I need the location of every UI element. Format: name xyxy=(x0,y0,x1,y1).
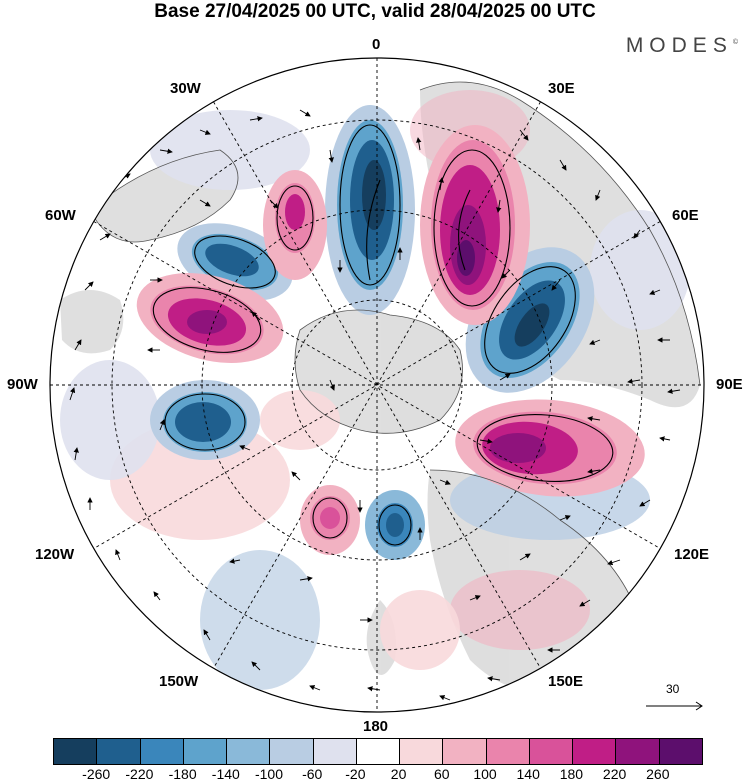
color-scale-tick-label: 20 xyxy=(390,766,407,782)
color-scale-tick-label: 260 xyxy=(646,766,670,782)
color-scale-tick-label: -180 xyxy=(168,766,197,782)
color-scale-tick-label: 180 xyxy=(559,766,584,782)
lon-label-30e: 30E xyxy=(548,80,575,97)
color-scale-ticks: -260 -220 -180 -140 -100 -60 -20 20 60 100 140 180 2… xyxy=(53,766,701,783)
contour-lines xyxy=(152,124,614,546)
color-scale-tick-label: -140 xyxy=(211,766,240,782)
color-swatch xyxy=(573,739,617,764)
color-swatch xyxy=(659,739,702,764)
color-swatch xyxy=(227,739,271,764)
color-swatch xyxy=(443,739,487,764)
coastlines xyxy=(89,81,701,691)
lon-label-120w: 120W xyxy=(35,546,75,563)
negative-anomaly-170E xyxy=(365,490,425,560)
color-scale-bar xyxy=(53,738,703,765)
color-swatch xyxy=(270,739,314,764)
copyright-mark: © xyxy=(732,39,738,46)
color-swatch xyxy=(486,739,530,764)
color-scale-tick-label: 60 xyxy=(434,766,450,782)
lon-label-180: 180 xyxy=(363,718,389,735)
lon-label-150e: 150E xyxy=(548,673,584,690)
positive-anomaly-20W xyxy=(263,170,327,280)
lon-label-60e: 60E xyxy=(672,207,699,224)
lon-label-120e: 120E xyxy=(674,546,710,563)
lon-label-0: 0 xyxy=(372,36,381,53)
reference-vector-value: 30 xyxy=(666,682,680,696)
lon-label-90e: 90E xyxy=(716,376,743,393)
color-swatch xyxy=(140,739,184,764)
color-scale-tick-label: 100 xyxy=(473,766,497,782)
positive-anomaly-25E xyxy=(420,125,530,325)
color-swatch xyxy=(313,739,357,764)
color-scale-tick-label: -60 xyxy=(302,766,323,782)
modes-logo: MODES© xyxy=(626,34,738,58)
reference-vector: 30 xyxy=(640,682,710,712)
graticule xyxy=(50,58,704,712)
map-boundary xyxy=(49,57,705,713)
map-title: Base 27/04/2025 00 UTC, valid 28/04/2025… xyxy=(154,1,596,22)
lon-label-60w: 60W xyxy=(45,207,76,224)
color-swatch xyxy=(54,739,98,764)
wind-vectors xyxy=(69,109,681,701)
negative-anomaly-100W xyxy=(150,380,260,460)
color-scale-tick-label: -100 xyxy=(254,766,284,782)
color-swatch xyxy=(616,739,660,764)
reference-arrow-icon xyxy=(646,701,703,711)
color-swatch xyxy=(529,739,574,764)
lon-label-150w: 150W xyxy=(159,673,199,690)
color-scale-tick-label: -20 xyxy=(345,766,366,782)
positive-anomaly-155W xyxy=(300,485,360,555)
lon-label-30w: 30W xyxy=(170,80,201,97)
color-scale-tick-label: 140 xyxy=(516,766,540,782)
brand-name: MODES xyxy=(625,34,733,57)
color-scale-tick-label: -220 xyxy=(125,766,154,782)
color-swatch xyxy=(183,739,228,764)
polar-stereographic-map xyxy=(49,57,705,713)
color-scale-tick-label: -260 xyxy=(82,766,111,782)
lon-label-90w: 90W xyxy=(7,376,38,393)
color-scale-tick-label: 220 xyxy=(602,766,627,782)
color-swatch xyxy=(97,739,141,764)
color-swatch xyxy=(356,739,401,764)
color-swatch xyxy=(400,739,444,764)
